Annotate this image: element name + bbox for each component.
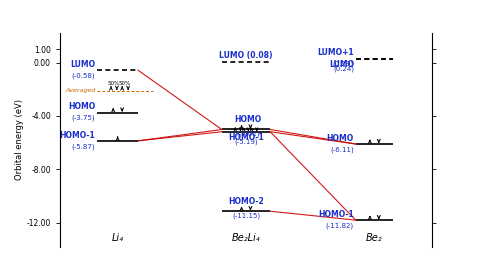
- Text: (-5.87): (-5.87): [72, 143, 96, 150]
- Text: Be₂: Be₂: [366, 232, 383, 243]
- Text: HOMO-1: HOMO-1: [318, 210, 354, 219]
- Text: LUMO (0.08): LUMO (0.08): [219, 51, 273, 60]
- Text: 50%: 50%: [119, 81, 131, 86]
- Text: HOMO-2: HOMO-2: [228, 197, 264, 206]
- Text: HOMO-1: HOMO-1: [228, 133, 264, 142]
- Text: HOMO: HOMO: [68, 102, 96, 111]
- Text: HOMO: HOMO: [234, 115, 262, 124]
- Text: (-6.11): (-6.11): [330, 147, 354, 153]
- Text: HOMO-1: HOMO-1: [60, 131, 96, 140]
- Text: Averaged: Averaged: [65, 88, 96, 93]
- Text: (0.29): (0.29): [333, 60, 354, 67]
- Text: 50%: 50%: [108, 81, 120, 86]
- Text: HOMO: HOMO: [326, 134, 354, 143]
- Text: (-0.58): (-0.58): [72, 73, 96, 79]
- Text: (-3.75): (-3.75): [72, 115, 96, 121]
- Text: (-5.19): (-5.19): [234, 138, 258, 145]
- Text: LUMO: LUMO: [329, 60, 354, 69]
- Text: Be₂Li₄: Be₂Li₄: [232, 232, 260, 243]
- Text: LUMO: LUMO: [70, 60, 96, 69]
- Y-axis label: Orbital energy (eV): Orbital energy (eV): [15, 99, 24, 180]
- Text: (-11.15): (-11.15): [232, 212, 260, 219]
- Text: LUMO+1: LUMO+1: [317, 48, 354, 57]
- Text: (-11.82): (-11.82): [326, 222, 354, 229]
- Text: (0.24): (0.24): [333, 65, 354, 72]
- Text: (-5.02): (-5.02): [236, 130, 260, 137]
- Text: Li₄: Li₄: [112, 232, 124, 243]
